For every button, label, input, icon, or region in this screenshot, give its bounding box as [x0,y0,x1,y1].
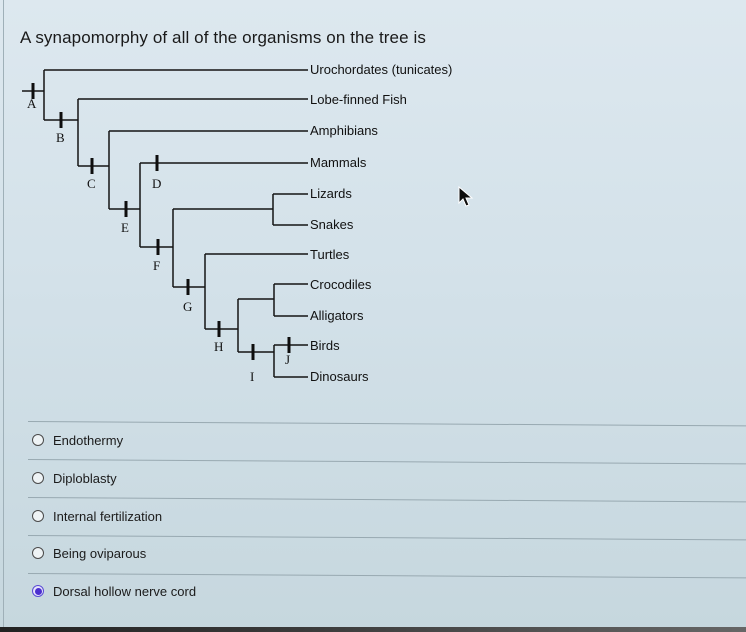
taxon-label-alligators: Alligators [310,308,364,323]
radio-button-selected[interactable] [32,585,44,597]
character-label-h: H [214,339,224,354]
taxon-label-amphibians: Amphibians [310,123,378,138]
taxon-label-lobe-finned-fish: Lobe-finned Fish [310,92,407,107]
screen-bezel-edge [0,627,746,632]
character-label-a: A [27,96,37,111]
taxon-label-crocodiles: Crocodiles [310,277,372,292]
answer-option-dorsal-hollow-nerve-cord[interactable]: Dorsal hollow nerve cord [32,580,196,602]
taxon-label-snakes: Snakes [310,217,354,232]
question-text: A synapomorphy of all of the organisms o… [20,28,426,47]
answer-option-endothermy[interactable]: Endothermy [32,429,123,451]
character-label-g: G [183,299,193,314]
page-left-border [3,0,4,632]
character-label-j: J [285,352,291,367]
option-label: Being oviparous [53,545,147,561]
radio-button[interactable] [32,472,44,484]
character-label-e: E [121,220,129,235]
taxon-label-birds: Birds [310,338,340,353]
option-divider [27,573,746,579]
character-label-c: C [87,176,96,191]
option-label: Diploblasty [53,470,117,486]
option-label: Dorsal hollow nerve cord [53,583,197,599]
taxon-label-mammals: Mammals [310,155,367,170]
radio-button[interactable] [32,547,44,559]
phylogenetic-tree [22,69,308,378]
mouse-pointer-icon [458,186,474,207]
answer-option-internal-fertilization[interactable]: Internal fertilization [32,505,162,527]
answer-option-diploblasty[interactable]: Diploblasty [32,467,117,489]
radio-button[interactable] [32,434,44,446]
taxon-label-dinosaurs: Dinosaurs [310,369,369,384]
character-label-i: I [250,369,255,384]
radio-button[interactable] [32,510,44,522]
character-label-f: F [153,258,161,273]
character-label-d: D [152,176,162,191]
option-divider [27,535,746,541]
character-label-b: B [56,130,65,145]
answer-option-being-oviparous[interactable]: Being oviparous [32,542,146,564]
option-divider [27,497,746,503]
option-label: Endothermy [53,432,124,448]
option-divider [27,421,746,427]
option-divider [27,459,746,465]
option-label: Internal fertilization [53,508,163,524]
taxon-label-urochordates: Urochordates (tunicates) [310,62,453,77]
taxon-label-turtles: Turtles [310,247,350,262]
taxon-label-lizards: Lizards [310,186,352,201]
